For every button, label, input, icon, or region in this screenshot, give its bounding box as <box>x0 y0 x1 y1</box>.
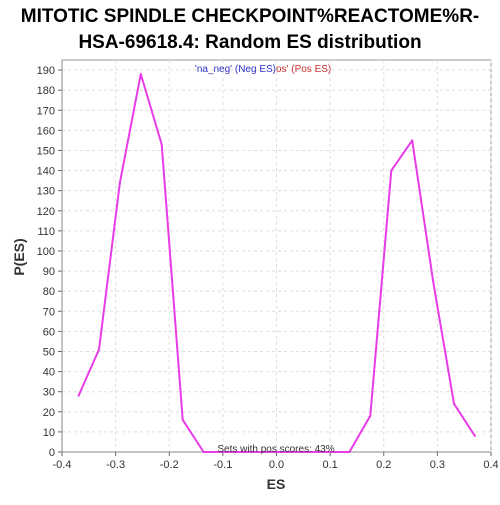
x-tick-label: 0.1 <box>322 459 337 471</box>
y-tick-label: 60 <box>43 326 55 338</box>
legend-pos-label: os' (Pos ES) <box>276 64 331 75</box>
x-axis-label: ES <box>267 476 286 492</box>
legend-neg-label: 'na_neg' (Neg ES) <box>195 64 276 75</box>
data-point <box>119 182 121 184</box>
data-point <box>78 395 80 397</box>
data-point <box>98 349 100 351</box>
y-tick-label: 120 <box>37 206 55 218</box>
x-tick-label: 0.2 <box>376 459 391 471</box>
x-tick-label: -0.4 <box>53 459 72 471</box>
y-tick-label: 160 <box>37 125 55 137</box>
plot-area <box>62 60 491 452</box>
y-tick-label: 90 <box>43 266 55 278</box>
chart-title-line-2: HSA-69618.4: Random ES distribution <box>78 32 421 53</box>
y-tick-label: 140 <box>37 166 55 178</box>
x-tick-label: -0.2 <box>160 459 179 471</box>
y-tick-label: 190 <box>37 65 55 77</box>
x-tick-label: 0.4 <box>483 459 498 471</box>
y-axis-label: P(ES) <box>11 238 27 275</box>
data-point <box>474 435 476 437</box>
x-tick-label: 0.3 <box>430 459 445 471</box>
data-point <box>369 415 371 417</box>
y-tick-label: 180 <box>37 85 55 97</box>
y-tick-label: 20 <box>43 407 55 419</box>
data-point <box>161 143 163 145</box>
data-point <box>390 170 392 172</box>
data-point <box>182 419 184 421</box>
y-tick-label: 110 <box>37 226 55 238</box>
y-tick-label: 0 <box>49 447 55 459</box>
y-tick-label: 170 <box>37 105 55 117</box>
data-point <box>432 280 434 282</box>
x-tick-label: 0.0 <box>269 459 284 471</box>
chart-title-line-1: MITOTIC SPINDLE CHECKPOINT%REACTOME%R- <box>21 6 480 27</box>
y-tick-label: 150 <box>37 145 55 157</box>
y-tick-label: 40 <box>43 367 55 379</box>
y-tick-label: 50 <box>43 346 55 358</box>
x-tick-label: -0.1 <box>213 459 232 471</box>
data-point <box>140 73 142 75</box>
y-tick-label: 10 <box>43 427 55 439</box>
y-tick-label: 80 <box>43 286 55 298</box>
y-tick-label: 30 <box>43 387 55 399</box>
pos-scores-annotation: Sets with pos scores: 43% <box>217 444 334 455</box>
y-tick-label: 70 <box>43 306 55 318</box>
data-point <box>453 403 455 405</box>
data-point <box>203 451 205 453</box>
y-tick-label: 130 <box>37 186 55 198</box>
data-point <box>348 451 350 453</box>
y-tick-label: 100 <box>37 246 55 258</box>
x-tick-label: -0.3 <box>106 459 125 471</box>
data-point <box>411 139 413 141</box>
